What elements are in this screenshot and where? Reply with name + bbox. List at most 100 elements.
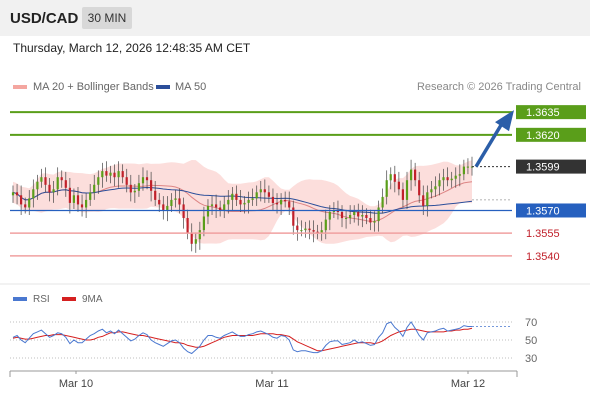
candle xyxy=(113,172,116,178)
candle xyxy=(438,180,441,187)
candle xyxy=(454,175,457,179)
candle xyxy=(340,212,344,219)
rsi-ma-line xyxy=(12,327,473,352)
candle xyxy=(300,230,303,232)
candle xyxy=(231,193,234,200)
currency-pair-title: USD/CAD xyxy=(10,10,79,27)
candle xyxy=(121,171,124,178)
candle xyxy=(80,204,84,208)
candle xyxy=(52,189,55,193)
candle xyxy=(288,201,291,208)
candle xyxy=(36,181,39,190)
candle xyxy=(109,172,112,176)
candle xyxy=(186,218,189,234)
candle xyxy=(332,210,335,212)
candle xyxy=(361,215,364,217)
candle xyxy=(357,212,360,217)
resistance-label xyxy=(516,127,586,142)
candle xyxy=(235,193,238,200)
candle xyxy=(28,198,31,208)
candle xyxy=(174,198,177,200)
candle xyxy=(292,207,295,226)
candle xyxy=(133,190,136,193)
candle xyxy=(414,169,417,181)
candle xyxy=(381,196,384,208)
resistance-label xyxy=(516,105,586,120)
rsi-ma-legend-swatch xyxy=(62,297,76,301)
candle xyxy=(349,215,352,218)
candle xyxy=(312,230,315,232)
bollinger-legend-label: MA 20 + Bollinger Bands xyxy=(33,81,154,93)
candle xyxy=(267,192,270,197)
candle xyxy=(166,205,169,211)
candle xyxy=(259,189,262,193)
candle xyxy=(48,184,51,193)
candle xyxy=(227,199,230,205)
candle xyxy=(401,189,404,200)
candle xyxy=(223,204,226,211)
x-tick-label: Mar 10 xyxy=(59,378,93,390)
candle xyxy=(271,196,274,203)
candle xyxy=(125,177,128,185)
candle xyxy=(263,189,266,193)
candle xyxy=(198,230,201,240)
candle xyxy=(44,177,47,185)
candle xyxy=(377,207,380,222)
candle xyxy=(97,177,100,185)
candle xyxy=(60,177,63,181)
candle xyxy=(434,186,437,190)
candle xyxy=(141,177,145,184)
main-legend: MA 20 + Bollinger Bands MA 50 Research ©… xyxy=(13,81,581,93)
top-bar: USD/CAD 30 MIN xyxy=(0,0,590,36)
candle xyxy=(117,171,120,178)
candle xyxy=(56,177,59,190)
candle xyxy=(32,189,35,199)
candle xyxy=(64,180,67,188)
candle xyxy=(210,204,214,206)
rsi-ma-legend-label: 9MA xyxy=(82,294,103,305)
candle xyxy=(190,233,193,244)
x-tick-label: Mar 11 xyxy=(255,378,288,390)
resistance-label-text: 1.3620 xyxy=(526,130,560,142)
candle xyxy=(296,225,299,231)
timeframe-button[interactable]: 30 MIN xyxy=(82,7,132,29)
candle xyxy=(365,215,368,218)
candle xyxy=(430,189,433,193)
rsi-legend-swatch xyxy=(13,297,27,301)
rsi-legend: RSI 9MA xyxy=(13,294,103,305)
target-arrow-head xyxy=(495,110,514,132)
candle xyxy=(20,195,23,205)
candle xyxy=(239,199,242,205)
candle xyxy=(247,199,250,203)
candle xyxy=(304,228,307,231)
rsi-plot: 70 50 30 xyxy=(10,317,537,365)
rsi-tick-label: 30 xyxy=(525,353,537,365)
candle xyxy=(418,180,421,196)
candle xyxy=(137,183,140,191)
candle xyxy=(393,174,396,182)
rsi-tick-label: 50 xyxy=(525,335,537,347)
support-label-text: 1.3540 xyxy=(526,251,560,263)
pivot-label-text: 1.3570 xyxy=(526,205,560,217)
current-price-text: 1.3599 xyxy=(526,162,560,174)
candle xyxy=(178,198,181,205)
x-tick-label: Mar 12 xyxy=(451,378,485,390)
candle xyxy=(182,204,185,218)
candle xyxy=(68,187,71,203)
candle xyxy=(328,212,331,220)
candle xyxy=(389,174,392,181)
candle xyxy=(11,192,15,196)
candle xyxy=(458,174,461,176)
candle xyxy=(202,216,205,231)
candle xyxy=(462,166,465,175)
candle xyxy=(101,171,104,178)
current-price-label xyxy=(516,159,586,174)
candle xyxy=(15,192,19,196)
candle xyxy=(336,210,339,212)
candle xyxy=(446,177,449,181)
candle xyxy=(373,221,376,223)
resistance-label-text: 1.3635 xyxy=(526,107,560,119)
candle xyxy=(76,195,80,205)
candle xyxy=(466,166,469,168)
candle xyxy=(85,199,88,208)
